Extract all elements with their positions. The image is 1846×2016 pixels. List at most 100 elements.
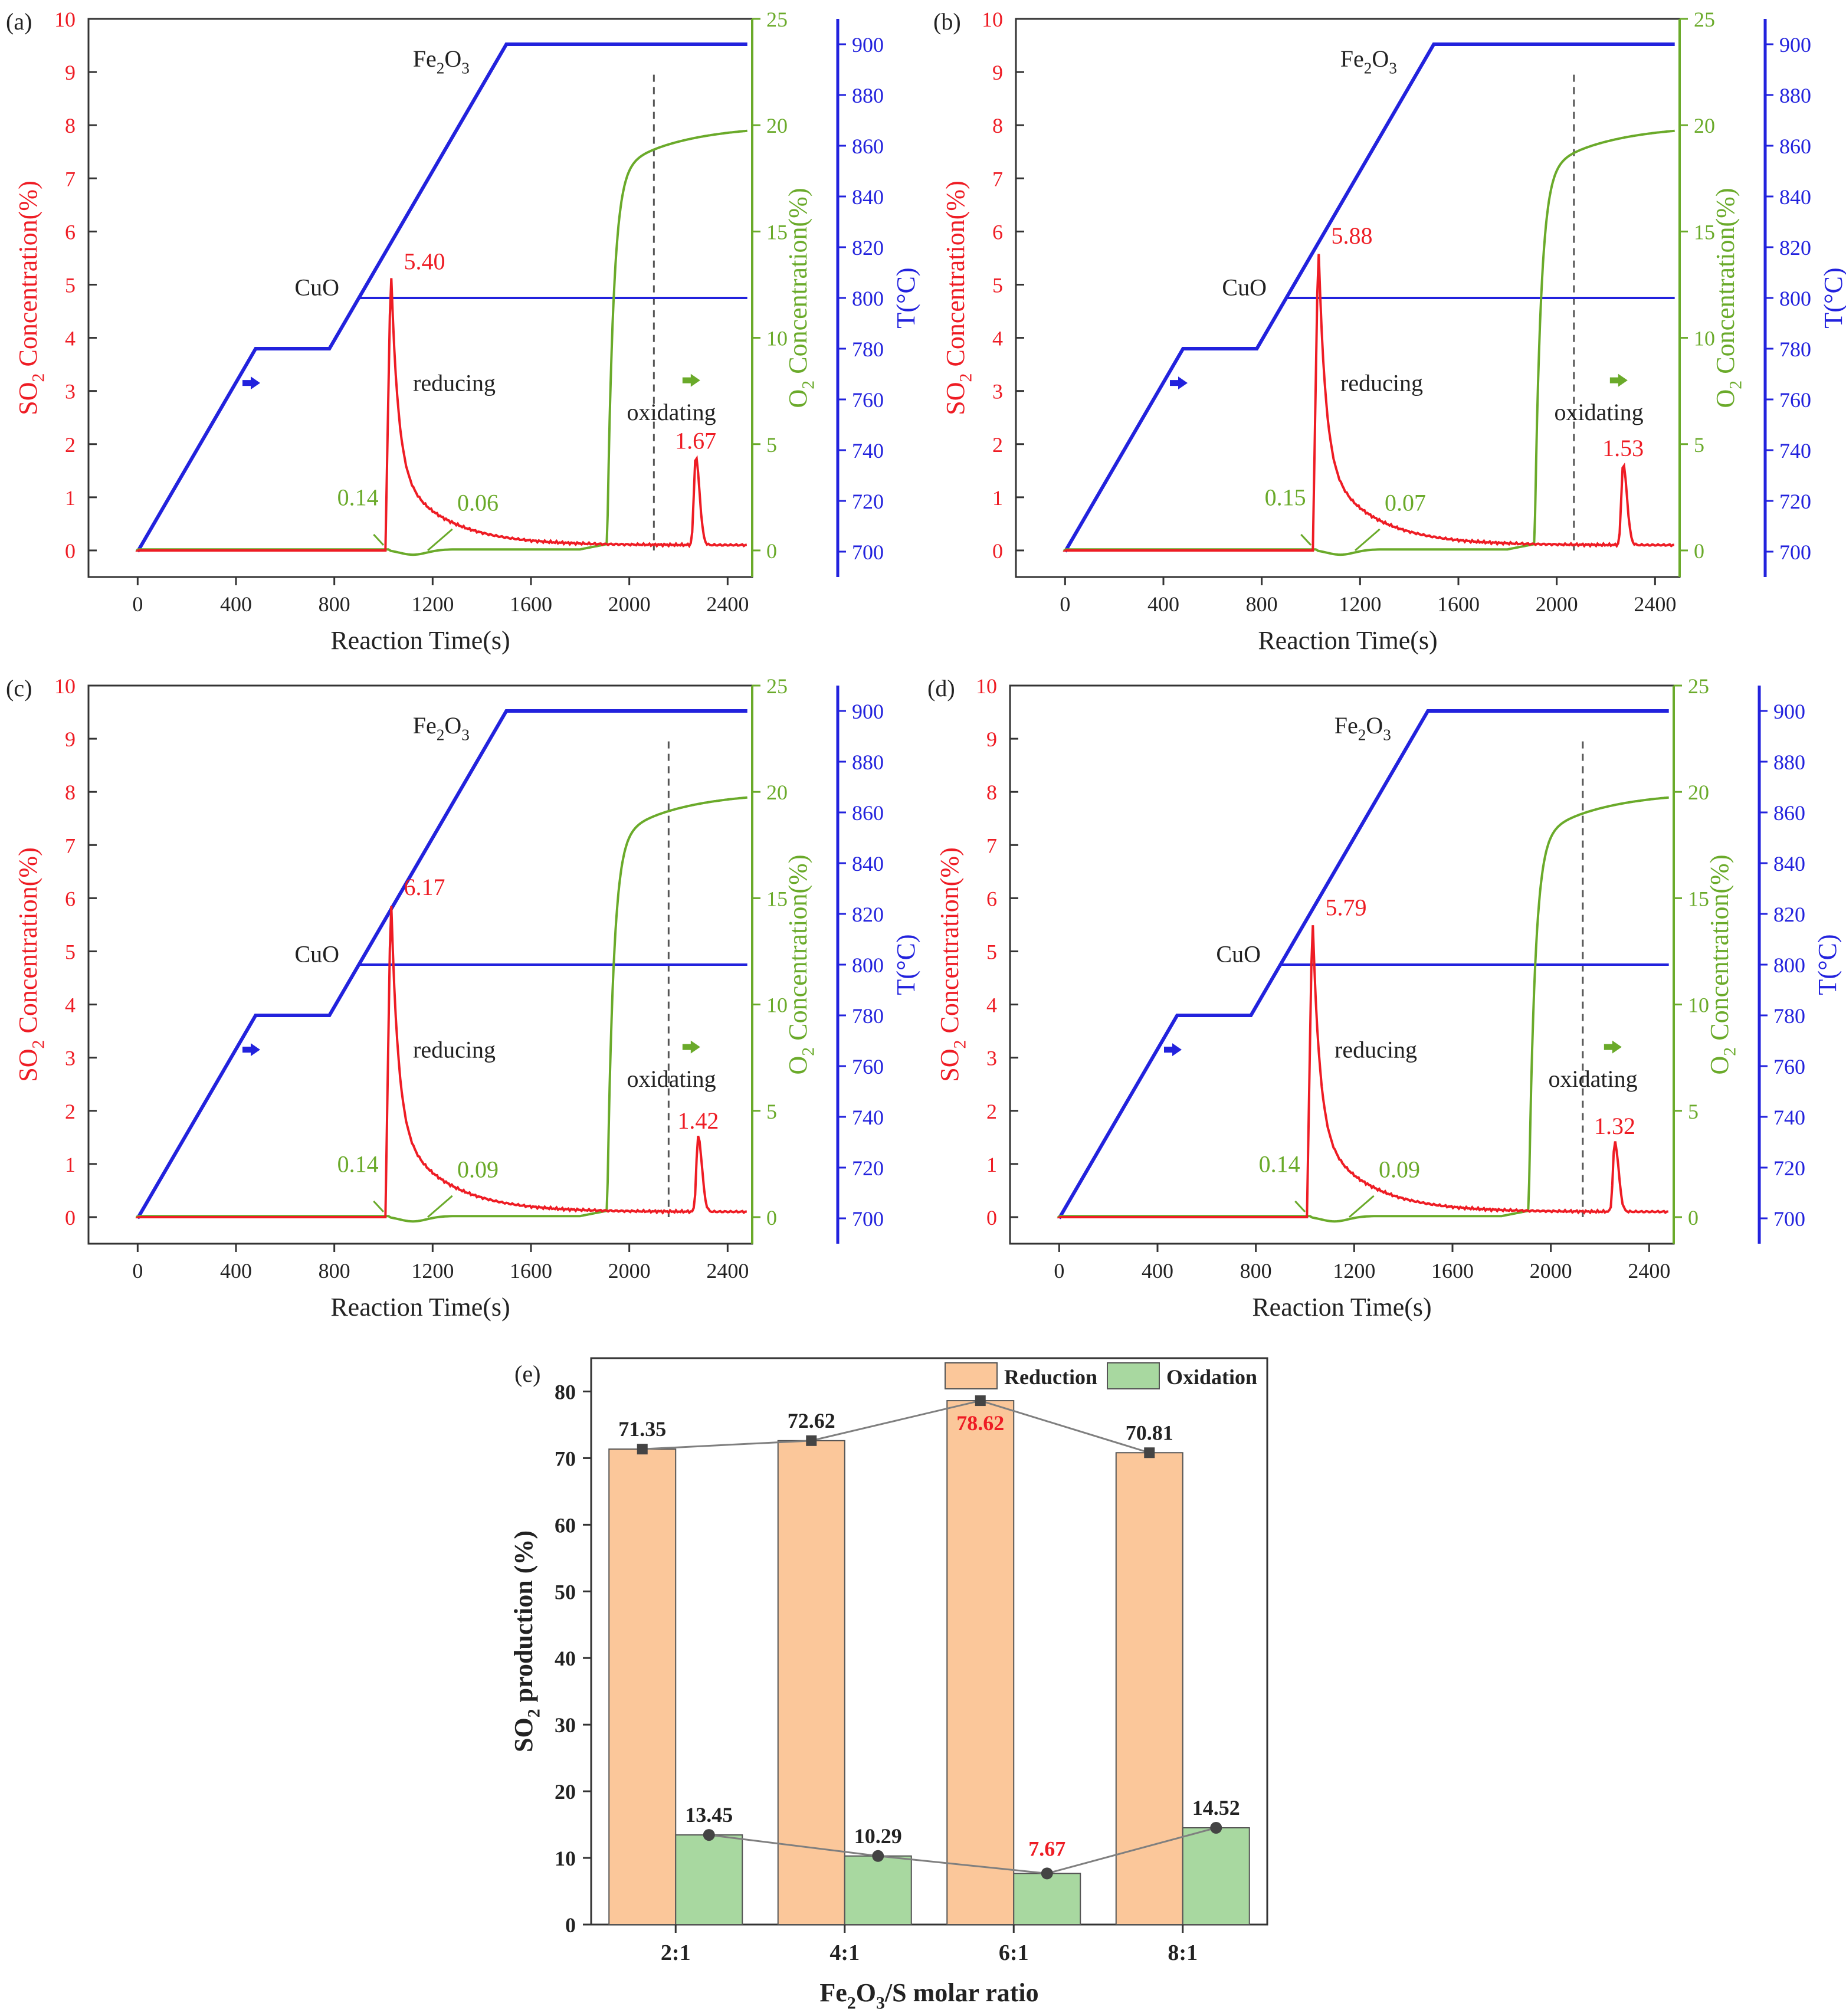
left-y-tick-label: 10 <box>54 8 76 31</box>
temp-y-axis-label: T(°C) <box>1813 934 1842 995</box>
left-y-tick-label: 5 <box>992 273 1003 297</box>
o2-leader-line <box>1294 1200 1306 1212</box>
x-tick-label: 8:1 <box>1168 1940 1198 1965</box>
oxidation-marker <box>1041 1867 1053 1880</box>
o2-dip-label-right: 0.09 <box>457 1156 499 1182</box>
temp-y-tick-label: 880 <box>852 84 884 107</box>
o2-axis-arrow-icon <box>682 373 700 387</box>
temperature-axis-arrow-icon <box>1170 376 1188 390</box>
so2-concentration-line <box>1063 254 1675 552</box>
reduction-marker <box>1144 1447 1155 1458</box>
y-tick-label: 60 <box>555 1513 576 1537</box>
reduction-bar <box>608 1448 677 1926</box>
so2-peak-label: 5.79 <box>1326 894 1367 920</box>
temp-y-tick-label: 760 <box>1779 388 1811 412</box>
o2-y-tick-label: 5 <box>1694 433 1704 457</box>
reduction-marker <box>806 1435 817 1446</box>
temp-y-tick-label: 880 <box>852 750 884 774</box>
left-y-tick-label: 4 <box>986 994 997 1017</box>
temperature-line <box>136 42 747 553</box>
o2-y-tick-label: 20 <box>1688 781 1709 804</box>
o2-dip-label-left: 0.14 <box>337 484 379 510</box>
temp-y-tick-label: 700 <box>852 1207 884 1231</box>
temp-y-tick-label: 800 <box>852 953 884 977</box>
y-tick-label: 10 <box>555 1847 576 1870</box>
x-axis-label: Reaction Time(s) <box>330 1293 510 1322</box>
x-tick-label: 2000 <box>608 1259 651 1283</box>
left-y-tick-label: 6 <box>65 887 76 910</box>
x-tick-label: 800 <box>319 592 350 616</box>
left-y-axis-label: SO2 Concentration(%) <box>935 847 969 1081</box>
left-y-tick-label: 1 <box>992 486 1003 510</box>
x-tick-label: 800 <box>319 1259 350 1283</box>
o2-y-tick-label: 25 <box>766 8 788 31</box>
left-y-tick-label: 4 <box>65 994 76 1017</box>
o2-y-tick-label: 5 <box>766 1100 777 1123</box>
oxidation-value-label: 10.29 <box>854 1824 902 1848</box>
reduction-marker <box>637 1444 648 1455</box>
temp-y-axis-label: T(°C) <box>1819 267 1846 328</box>
left-y-tick-label: 2 <box>65 1100 76 1123</box>
so2-peak-label: 5.88 <box>1332 222 1373 249</box>
oxidation-trend-line <box>709 1827 1217 1874</box>
reducing-label: reducing <box>1340 370 1423 396</box>
o2-y-tick-label: 15 <box>766 220 788 244</box>
x-tick-label: 1600 <box>510 1259 552 1283</box>
oxidating-label: oxidating <box>627 399 716 425</box>
y-axis-label: SO2 production (%) <box>509 1530 543 1752</box>
temp-y-tick-label: 800 <box>852 287 884 310</box>
left-y-tick-label: 3 <box>992 380 1003 404</box>
x-tick-label: 2000 <box>608 592 651 616</box>
temp-y-tick-label: 740 <box>852 1106 884 1129</box>
fe2o3-label: Fe2O3 <box>1340 45 1397 77</box>
fe2o3-label: Fe2O3 <box>1335 712 1391 743</box>
temp-y-tick-label: 840 <box>852 185 884 209</box>
y-tick-label: 0 <box>565 1913 576 1937</box>
cuo-label: CuO <box>294 940 339 967</box>
panel-label: (a) <box>6 8 32 35</box>
temp-y-tick-label: 760 <box>1773 1055 1805 1079</box>
o2-y-tick-label: 10 <box>1688 994 1709 1017</box>
temperature-axis-arrow-icon <box>242 376 260 390</box>
o2-y-tick-label: 0 <box>766 539 777 563</box>
o2-y-tick-label: 15 <box>1694 220 1715 244</box>
left-y-tick-label: 5 <box>65 273 76 297</box>
o2-y-tick-label: 25 <box>1688 674 1709 698</box>
temp-y-tick-label: 800 <box>1779 287 1811 310</box>
plot-frame <box>590 1357 1268 1926</box>
temp-y-tick-label: 820 <box>1773 903 1805 926</box>
oxidation-bar <box>1013 1873 1081 1925</box>
o2-y-tick-label: 0 <box>1688 1206 1699 1230</box>
temp-y-tick-label: 900 <box>852 33 884 57</box>
temp-y-tick-label: 780 <box>852 1004 884 1028</box>
left-y-tick-label: 1 <box>986 1153 997 1176</box>
cuo-label: CuO <box>294 274 339 300</box>
y-tick-label: 20 <box>555 1780 576 1804</box>
o2-y-tick-label: 10 <box>766 994 788 1017</box>
left-y-tick-label: 6 <box>992 220 1003 244</box>
x-axis-label: Reaction Time(s) <box>1258 626 1437 655</box>
left-y-tick-label: 8 <box>992 114 1003 137</box>
temp-y-tick-label: 840 <box>852 852 884 876</box>
legend-label-reduction: Reduction <box>1004 1365 1097 1389</box>
x-tick-label: 2000 <box>1530 1259 1572 1283</box>
o2-y-tick-label: 25 <box>766 674 788 698</box>
panel-label: (d) <box>927 675 955 701</box>
so2-oxidation-peak-label: 1.67 <box>675 427 716 454</box>
o2-leader-line <box>1300 533 1312 546</box>
so2-concentration-line <box>135 906 747 1218</box>
o2-dip-label-left: 0.14 <box>337 1150 379 1177</box>
temp-y-tick-label: 820 <box>852 236 884 260</box>
temperature-line <box>1057 709 1669 1220</box>
o2-y-tick-label: 0 <box>1694 539 1704 563</box>
o2-y-tick-label: 15 <box>766 887 788 910</box>
cuo-label: CuO <box>1216 940 1261 967</box>
x-tick-label: 4:1 <box>829 1940 860 1965</box>
left-y-tick-label: 3 <box>986 1047 997 1070</box>
so2-oxidation-peak-label: 1.42 <box>677 1107 719 1134</box>
o2-dip-label-right: 0.09 <box>1379 1156 1420 1182</box>
y-tick-label: 80 <box>555 1380 576 1404</box>
left-y-tick-label: 10 <box>976 674 997 698</box>
reduction-trend-line <box>642 1399 1150 1454</box>
